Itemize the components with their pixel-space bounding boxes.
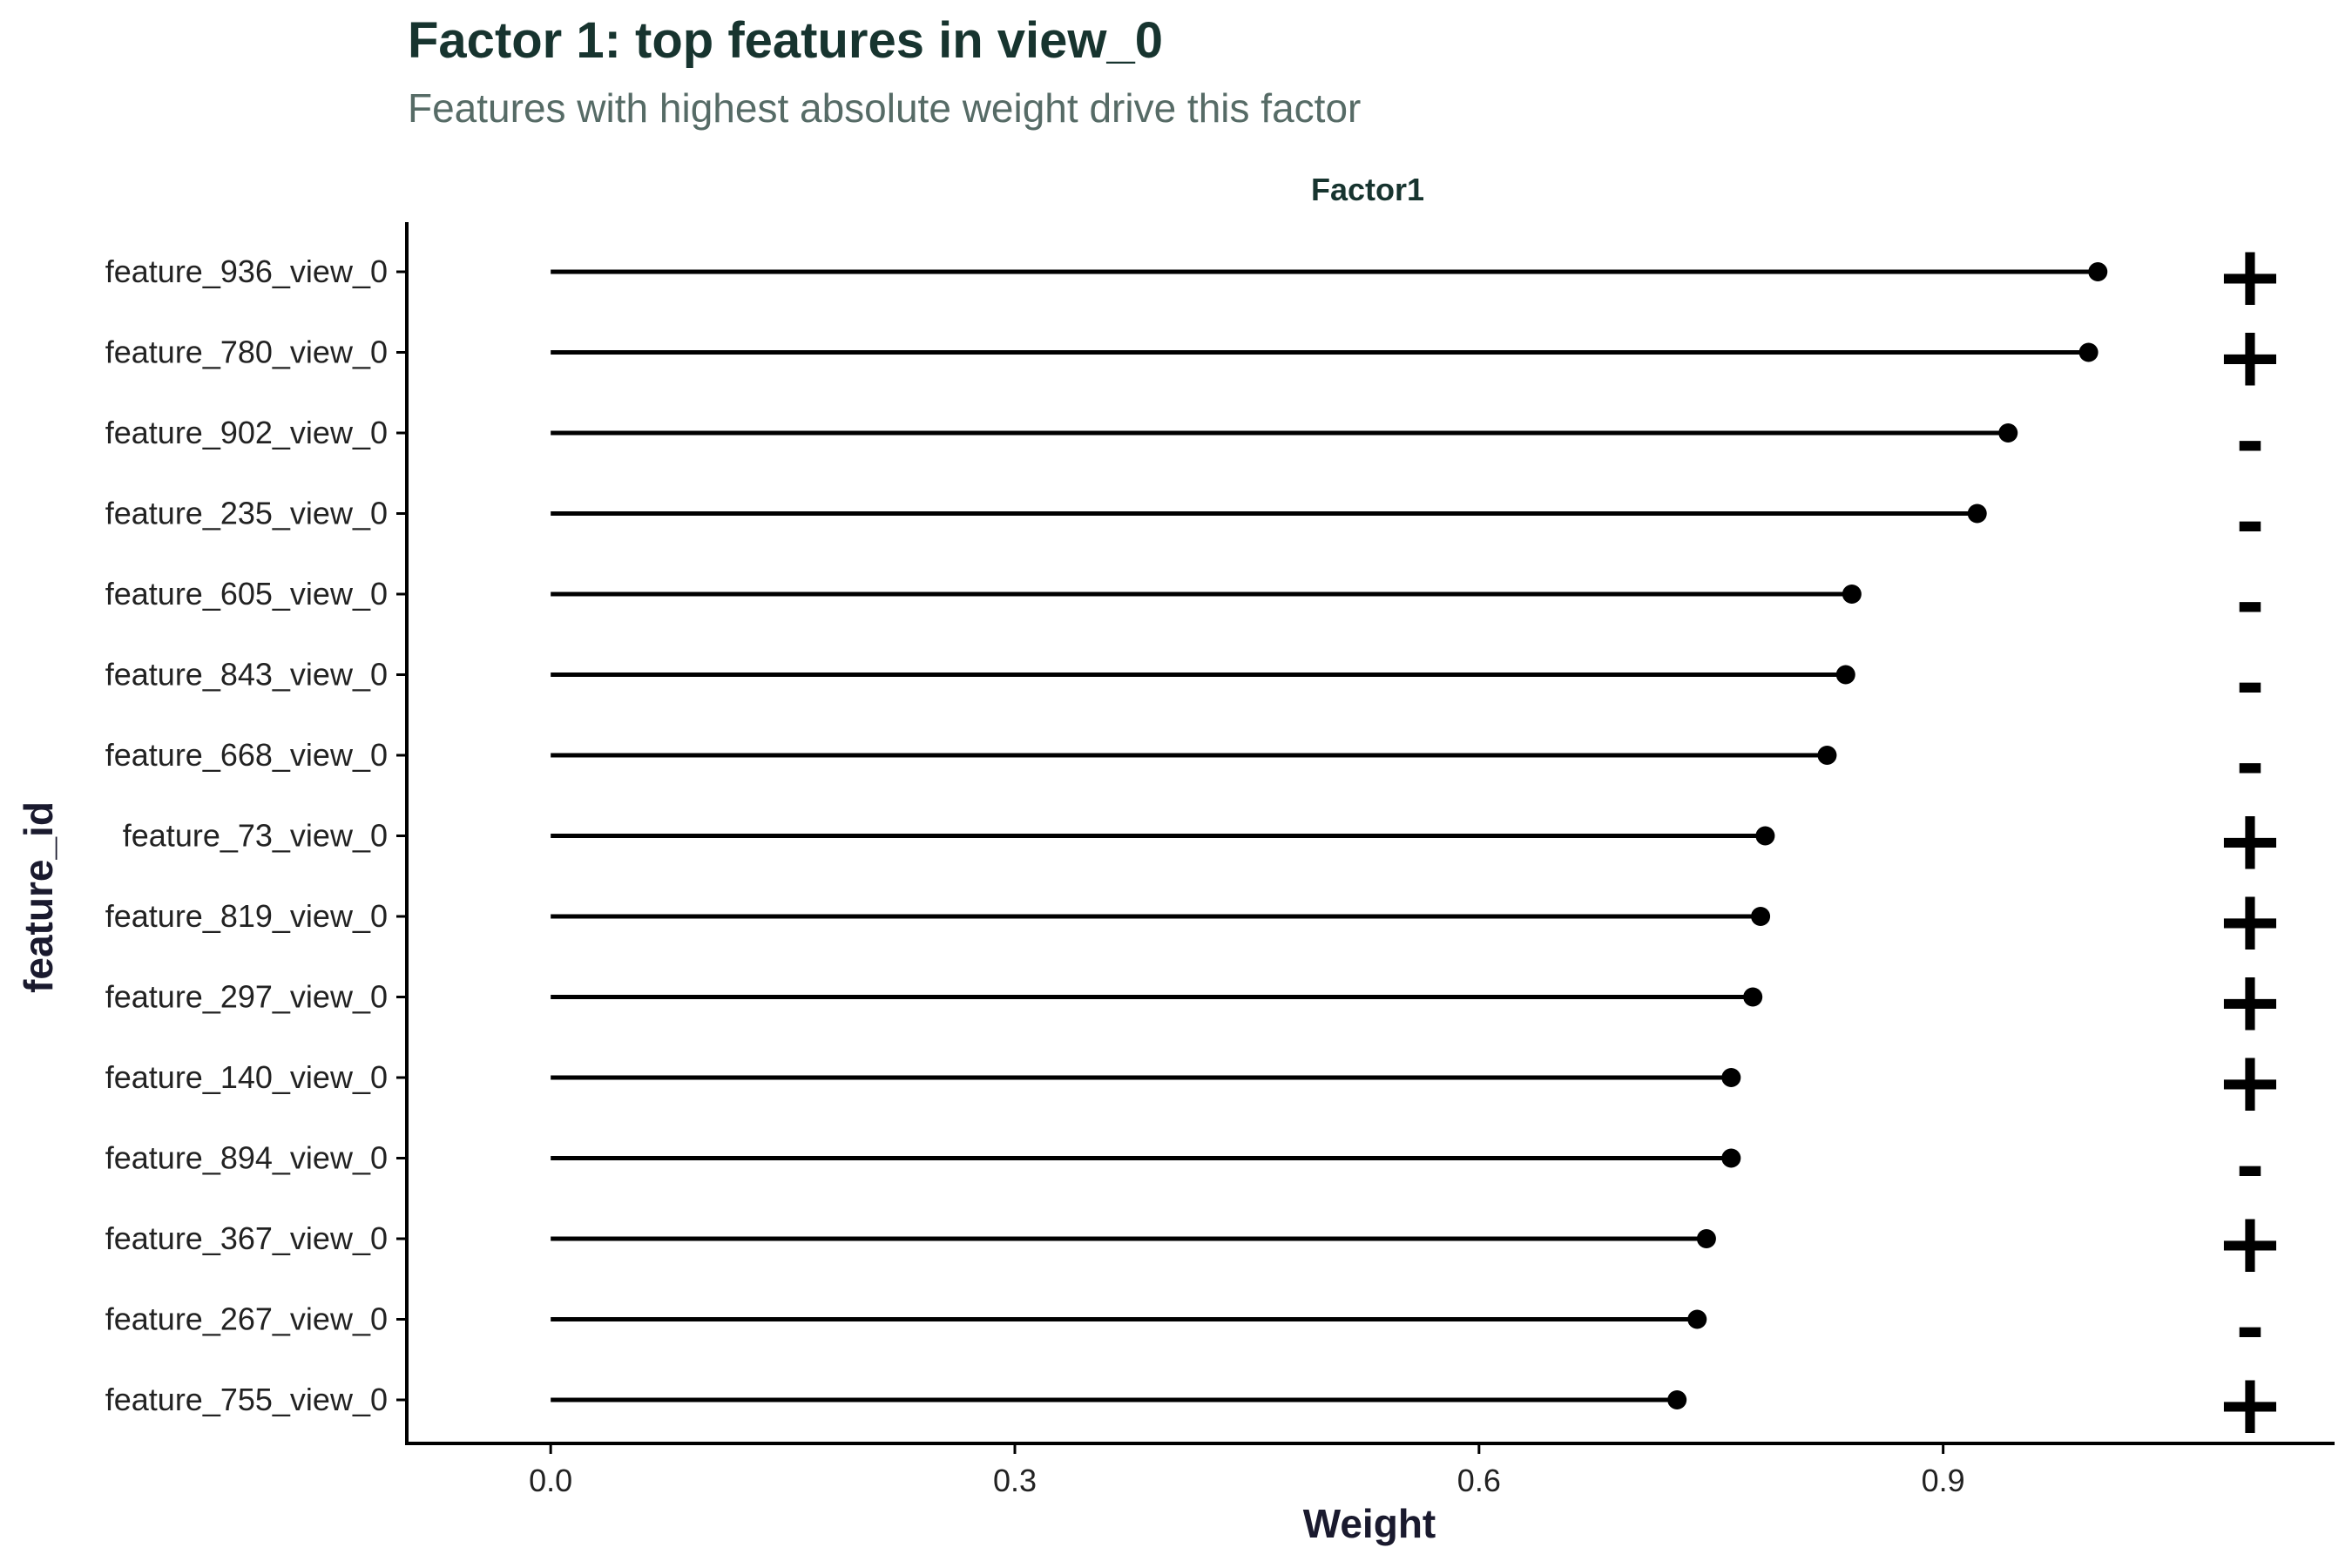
- lollipop-point: [1755, 826, 1775, 846]
- lollipop-point: [1842, 585, 1862, 604]
- lollipop-point: [1835, 665, 1855, 685]
- y-axis-title: feature_id: [16, 801, 61, 993]
- lollipop-point: [2078, 342, 2099, 362]
- x-tick-label: 0.3: [993, 1463, 1037, 1498]
- y-tick-label: feature_235_view_0: [105, 496, 388, 531]
- y-tick-label: feature_605_view_0: [105, 576, 388, 612]
- lollipop-point: [1751, 907, 1771, 926]
- weight-sign-label: +: [2215, 1033, 2285, 1131]
- lollipop-point: [1967, 504, 1987, 524]
- y-tick-label: feature_894_view_0: [105, 1140, 388, 1176]
- y-tick-label: feature_780_view_0: [105, 335, 388, 370]
- weight-sign-label: -: [2235, 1127, 2264, 1208]
- x-tick-label: 0.6: [1457, 1463, 1501, 1498]
- lollipop-point: [1743, 987, 1763, 1007]
- weight-sign-label: +: [2215, 227, 2285, 325]
- y-tick-label: feature_668_view_0: [105, 737, 388, 773]
- y-tick-label: feature_902_view_0: [105, 415, 388, 450]
- weight-sign-label: -: [2235, 724, 2264, 805]
- lollipop-point: [2088, 262, 2108, 281]
- x-tick-label: 0.0: [529, 1463, 572, 1498]
- lollipop-point: [1817, 746, 1837, 765]
- lollipop-point: [1696, 1229, 1716, 1248]
- weight-sign-label: +: [2215, 872, 2285, 970]
- y-tick-label: feature_843_view_0: [105, 657, 388, 693]
- x-axis-title: Weight: [1303, 1501, 1436, 1546]
- weight-sign-label: -: [2235, 644, 2264, 725]
- y-tick-label: feature_755_view_0: [105, 1382, 388, 1417]
- y-tick-label: feature_367_view_0: [105, 1220, 388, 1256]
- lollipop-point: [1721, 1068, 1741, 1087]
- weight-sign-label: -: [2235, 1288, 2264, 1369]
- weight-sign-label: +: [2215, 308, 2285, 406]
- chart-title: Factor 1: top features in view_0: [408, 12, 1163, 69]
- x-axis-ticks: 0.0 0.3 0.6 0.9: [529, 1443, 1965, 1498]
- weight-sign-label: -: [2235, 402, 2264, 483]
- lollipop-point: [1667, 1390, 1687, 1409]
- x-tick-label: 0.9: [1922, 1463, 1965, 1498]
- lollipop-point: [1687, 1309, 1707, 1329]
- chart-subtitle: Features with highest absolute weight dr…: [408, 85, 1361, 131]
- weight-sign-label: +: [2215, 1355, 2285, 1453]
- lollipop-point: [1998, 423, 2018, 443]
- y-tick-label: feature_73_view_0: [123, 818, 388, 854]
- plot-rows: feature_936_view_0 + feature_780_view_0 + fe…: [105, 227, 2285, 1453]
- y-tick-label: feature_267_view_0: [105, 1301, 388, 1337]
- facet-strip-label: Factor1: [1311, 172, 1424, 207]
- weight-sign-label: +: [2215, 792, 2285, 889]
- weight-sign-label: -: [2235, 483, 2264, 564]
- weight-sign-label: +: [2215, 953, 2285, 1051]
- lollipop-point: [1721, 1148, 1741, 1168]
- y-tick-label: feature_819_view_0: [105, 898, 388, 934]
- y-tick-label: feature_936_view_0: [105, 253, 388, 289]
- weight-sign-label: +: [2215, 1194, 2285, 1292]
- y-tick-label: feature_297_view_0: [105, 979, 388, 1015]
- weight-sign-label: -: [2235, 563, 2264, 644]
- y-tick-label: feature_140_view_0: [105, 1059, 388, 1095]
